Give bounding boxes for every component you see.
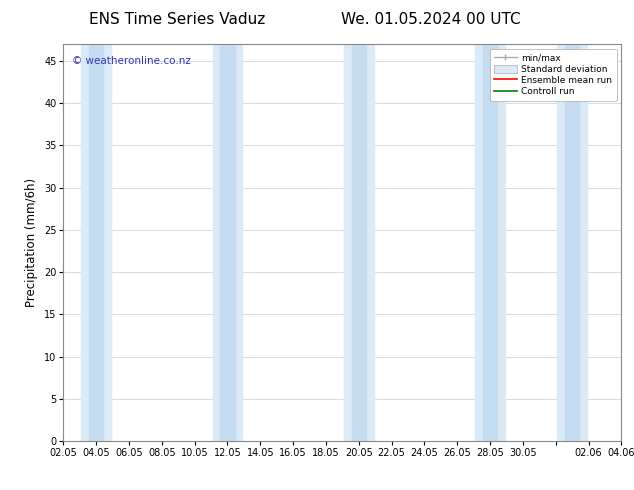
Bar xyxy=(351,44,366,441)
Bar xyxy=(344,44,373,441)
Text: © weatheronline.co.nz: © weatheronline.co.nz xyxy=(72,56,191,66)
Y-axis label: Precipitation (mm/6h): Precipitation (mm/6h) xyxy=(25,178,39,307)
Text: We. 01.05.2024 00 UTC: We. 01.05.2024 00 UTC xyxy=(341,12,521,27)
Bar xyxy=(89,44,103,441)
Bar xyxy=(476,44,505,441)
Text: ENS Time Series Vaduz: ENS Time Series Vaduz xyxy=(89,12,266,27)
Bar xyxy=(81,44,111,441)
Bar xyxy=(483,44,497,441)
Bar xyxy=(565,44,579,441)
Bar xyxy=(220,44,235,441)
Bar xyxy=(213,44,242,441)
Legend: min/max, Standard deviation, Ensemble mean run, Controll run: min/max, Standard deviation, Ensemble me… xyxy=(489,49,617,101)
Bar xyxy=(557,44,587,441)
